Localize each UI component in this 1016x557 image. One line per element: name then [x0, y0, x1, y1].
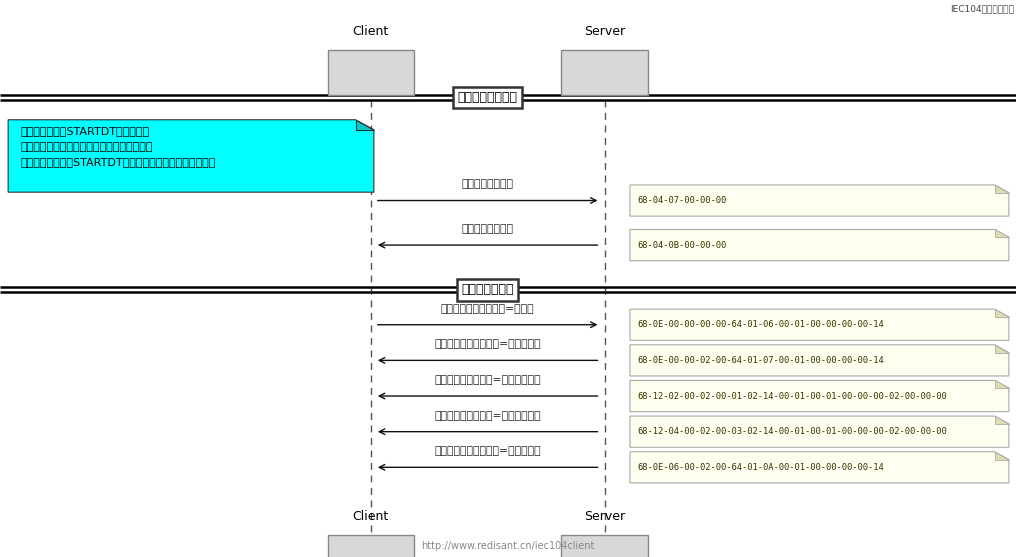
- Text: 68-0E-06-00-02-00-64-01-0A-00-01-00-00-00-00-14: 68-0E-06-00-02-00-64-01-0A-00-01-00-00-0…: [637, 463, 884, 472]
- Text: 开始数据传输确认: 开始数据传输确认: [461, 224, 514, 234]
- Polygon shape: [8, 120, 374, 192]
- Polygon shape: [995, 309, 1009, 317]
- FancyBboxPatch shape: [327, 535, 415, 557]
- Text: IEC104总召唤时序图: IEC104总召唤时序图: [950, 4, 1014, 13]
- Text: 68-12-04-00-02-00-03-02-14-00-01-00-01-00-00-00-02-00-00-00: 68-12-04-00-02-00-03-02-14-00-01-00-01-0…: [637, 427, 947, 436]
- Polygon shape: [630, 309, 1009, 340]
- Text: 开始数据传输过程: 开始数据传输过程: [457, 91, 518, 104]
- Text: 单点信息（传输原因=响应站召唤）: 单点信息（传输原因=响应站召唤）: [435, 375, 541, 385]
- Text: Client: Client: [353, 25, 389, 38]
- FancyBboxPatch shape: [561, 50, 648, 95]
- Polygon shape: [995, 185, 1009, 193]
- Text: 68-0E-00-00-02-00-64-01-07-00-01-00-00-00-00-14: 68-0E-00-00-02-00-64-01-07-00-01-00-00-0…: [637, 356, 884, 365]
- Polygon shape: [995, 229, 1009, 237]
- Polygon shape: [630, 229, 1009, 261]
- Text: 从站初始化后，STARTDT必须总是在
来自被控站的任何用户数据传输开始前发送。
被控站只有在发送STARTDT确认后才能发送任何用户数据。: 从站初始化后，STARTDT必须总是在 来自被控站的任何用户数据传输开始前发送。…: [20, 126, 215, 167]
- Text: http://www.redisant.cn/iec104client: http://www.redisant.cn/iec104client: [422, 541, 594, 551]
- Polygon shape: [995, 380, 1009, 388]
- Text: 总召唤命令（传输原因=激活确认）: 总召唤命令（传输原因=激活确认）: [435, 339, 541, 349]
- Polygon shape: [630, 416, 1009, 447]
- Text: 开始总召唤过程: 开始总召唤过程: [461, 283, 514, 296]
- Polygon shape: [630, 345, 1009, 376]
- Polygon shape: [995, 416, 1009, 424]
- FancyBboxPatch shape: [327, 50, 415, 95]
- Polygon shape: [630, 452, 1009, 483]
- Polygon shape: [995, 452, 1009, 460]
- Text: 双点信息（传输原因=响应站召唤）: 双点信息（传输原因=响应站召唤）: [435, 411, 541, 421]
- Polygon shape: [630, 185, 1009, 216]
- Text: 68-04-0B-00-00-00: 68-04-0B-00-00-00: [637, 241, 726, 250]
- Text: 开始数据传输激活: 开始数据传输激活: [461, 179, 514, 189]
- Text: 总召唤命令（传输原因=激活终止）: 总召唤命令（传输原因=激活终止）: [435, 446, 541, 456]
- Polygon shape: [995, 345, 1009, 353]
- Text: 总召唤命令（传输原因=激活）: 总召唤命令（传输原因=激活）: [441, 304, 534, 314]
- Polygon shape: [356, 120, 374, 130]
- FancyBboxPatch shape: [561, 535, 648, 557]
- Text: Client: Client: [353, 510, 389, 523]
- Text: 68-12-02-00-02-00-01-02-14-00-01-00-01-00-00-00-02-00-00-00: 68-12-02-00-02-00-01-02-14-00-01-00-01-0…: [637, 392, 947, 400]
- Polygon shape: [630, 380, 1009, 412]
- Text: 68-0E-00-00-00-00-64-01-06-00-01-00-00-00-00-14: 68-0E-00-00-00-00-64-01-06-00-01-00-00-0…: [637, 320, 884, 329]
- Text: Server: Server: [584, 25, 625, 38]
- Text: 68-04-07-00-00-00: 68-04-07-00-00-00: [637, 196, 726, 205]
- Text: Server: Server: [584, 510, 625, 523]
